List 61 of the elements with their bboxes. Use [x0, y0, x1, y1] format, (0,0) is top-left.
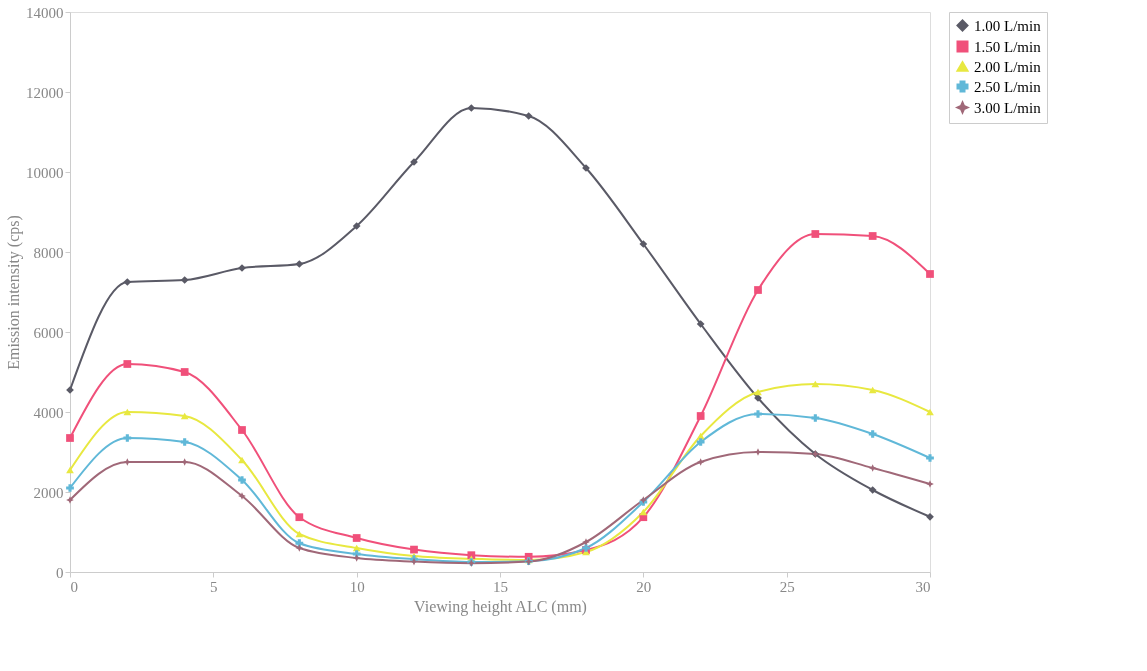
point [410, 545, 418, 554]
point [352, 222, 361, 230]
y-tick-label: 6000 [33, 324, 64, 341]
point [295, 539, 304, 548]
x-tick-label: 30 [915, 578, 931, 595]
point [926, 270, 934, 278]
legend-label: 3.00 L/min [974, 99, 1042, 116]
point [696, 458, 705, 466]
y-tick-label: 0 [56, 564, 64, 581]
legend-label: 2.50 L/min [974, 78, 1042, 95]
legend-label: 1.00 L/min [974, 17, 1042, 34]
point [123, 360, 132, 368]
point [811, 230, 820, 238]
x-axis-title: Viewing height ALC (mm) [414, 597, 587, 616]
point [926, 480, 934, 488]
point [123, 434, 132, 442]
point [754, 410, 762, 418]
point [238, 476, 246, 484]
y-tick-label: 12000 [26, 84, 64, 101]
y-tick-label: 10000 [26, 164, 64, 181]
y-tick-label: 4000 [33, 404, 64, 421]
x-tick-label: 15 [493, 578, 508, 595]
point [754, 286, 762, 294]
point [811, 414, 820, 422]
point [639, 240, 648, 248]
x-tick-label: 25 [779, 578, 795, 595]
point [868, 430, 877, 438]
x-tick-label: 20 [636, 578, 652, 595]
point [238, 426, 246, 434]
x-tick-label: 0 [70, 578, 78, 595]
point [696, 412, 705, 420]
point [180, 438, 189, 446]
point [696, 320, 705, 328]
point [524, 112, 533, 120]
point [238, 492, 246, 500]
y-tick-label: 2000 [33, 484, 64, 501]
point [66, 484, 74, 492]
point [696, 438, 705, 446]
x-tick-label: 10 [349, 578, 365, 595]
point [926, 512, 934, 521]
x-tick-label: 5 [210, 578, 218, 595]
legend-label: 1.50 L/min [974, 38, 1042, 55]
point [295, 260, 304, 268]
point [180, 276, 189, 284]
point [66, 496, 74, 504]
point [352, 554, 361, 562]
y-tick-label: 8000 [33, 244, 64, 261]
point [868, 486, 877, 494]
point [868, 232, 877, 240]
point [123, 278, 132, 286]
point [295, 513, 304, 522]
point [582, 538, 590, 546]
point [352, 534, 361, 542]
point [467, 104, 476, 112]
point [180, 368, 189, 376]
legend-label: 2.00 L/min [974, 58, 1042, 75]
y-tick-label: 14000 [26, 4, 64, 21]
y-axis-title: Emission intensity (cps) [5, 215, 23, 370]
point [926, 454, 934, 462]
point [868, 464, 877, 472]
point [66, 434, 74, 442]
